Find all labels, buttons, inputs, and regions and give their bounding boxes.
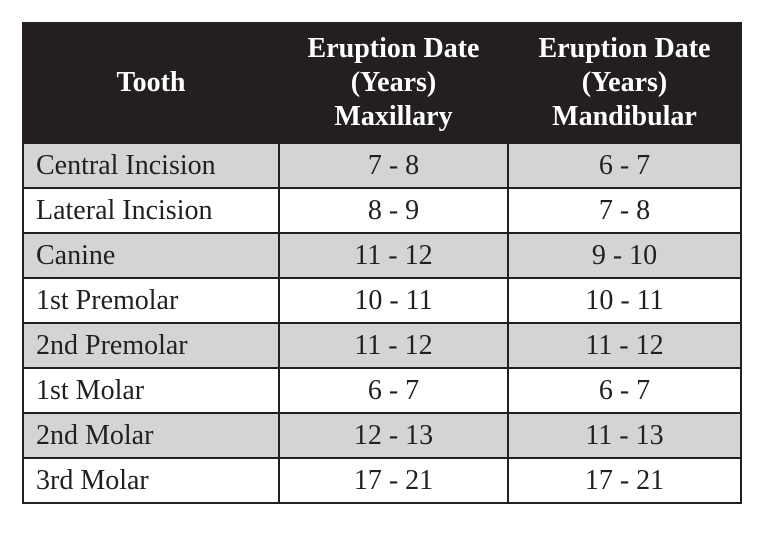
eruption-range: 11 - 12 [507,322,742,369]
eruption-range: 11 - 13 [507,412,742,459]
table-row: 2nd Molar 12 - 13 11 - 13 [22,412,742,459]
header-line: Mandibular [552,101,697,132]
eruption-table: Tooth Eruption Date (Years) Maxillary Erupti… [22,22,742,504]
table-row: Canine 11 - 12 9 - 10 [22,232,742,279]
header-row: Tooth Eruption Date (Years) Maxillary Erupti… [22,22,742,144]
tooth-name: Central Incision [22,142,280,189]
header-line: (Years) [581,67,668,98]
table-row: 3rd Molar 17 - 21 17 - 21 [22,457,742,504]
eruption-range: 6 - 7 [507,142,742,189]
eruption-range: 8 - 9 [278,187,509,234]
tooth-name: Canine [22,232,280,279]
tooth-name: 3rd Molar [22,457,280,504]
eruption-range: 10 - 11 [278,277,509,324]
eruption-range: 7 - 8 [278,142,509,189]
eruption-range: 6 - 7 [507,367,742,414]
tooth-name: 1st Premolar [22,277,280,324]
header-cell: Eruption Date (Years) Mandibular [507,22,742,144]
header-line: Maxillary [334,101,453,132]
tooth-name: Lateral Incision [22,187,280,234]
eruption-range: 17 - 21 [278,457,509,504]
header-line: Tooth [116,67,186,98]
tooth-name: 1st Molar [22,367,280,414]
tooth-name: 2nd Molar [22,412,280,459]
eruption-range: 11 - 12 [278,232,509,279]
eruption-range: 9 - 10 [507,232,742,279]
eruption-range: 17 - 21 [507,457,742,504]
eruption-range: 6 - 7 [278,367,509,414]
tooth-name: 2nd Premolar [22,322,280,369]
header-cell: Eruption Date (Years) Maxillary [278,22,509,144]
header-line: (Years) [350,67,437,98]
eruption-range: 10 - 11 [507,277,742,324]
header-line: Eruption Date [307,33,480,64]
eruption-range: 7 - 8 [507,187,742,234]
table-row: 1st Premolar 10 - 11 10 - 11 [22,277,742,324]
header-line: Eruption Date [538,33,711,64]
eruption-range: 12 - 13 [278,412,509,459]
table-row: 2nd Premolar 11 - 12 11 - 12 [22,322,742,369]
table-wrap: Tooth Eruption Date (Years) Maxillary Erupti… [22,22,742,504]
header-cell: Tooth [22,22,280,144]
eruption-range: 11 - 12 [278,322,509,369]
